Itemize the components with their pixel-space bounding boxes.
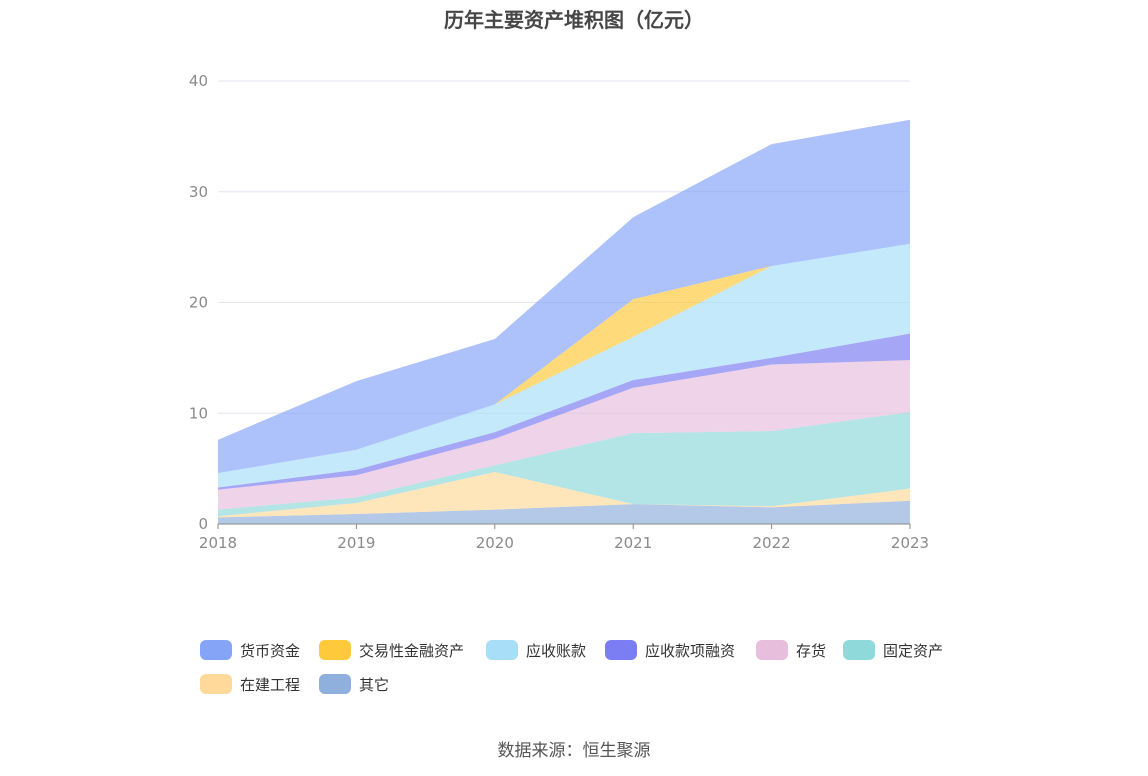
area-固定资产[interactable] bbox=[218, 412, 910, 517]
x-tick-label: 2019 bbox=[337, 534, 375, 552]
legend-item-2[interactable]: 应收账款 bbox=[486, 638, 586, 662]
legend-label: 交易性金融资产 bbox=[359, 641, 465, 660]
y-tick-label: 20 bbox=[189, 294, 208, 312]
area-货币资金[interactable] bbox=[218, 119, 910, 474]
legend-swatch bbox=[200, 674, 232, 694]
legend-item-7[interactable]: 其它 bbox=[319, 672, 389, 696]
area-应收账款[interactable] bbox=[218, 243, 910, 488]
x-tick-label: 2023 bbox=[891, 534, 929, 552]
stacked-area-chart: 0 10 20 30 40 2018 2019 2020 2021 2022 2023 bbox=[189, 72, 929, 552]
legend-swatch bbox=[605, 640, 637, 660]
y-tick-label: 40 bbox=[189, 72, 208, 90]
y-tick-labels: 0 10 20 30 40 bbox=[189, 72, 208, 533]
area-其它[interactable] bbox=[218, 500, 910, 524]
chart-title: 历年主要资产堆积图（亿元） bbox=[444, 8, 704, 32]
legend-label: 存货 bbox=[796, 641, 827, 660]
legend-swatch bbox=[319, 674, 351, 694]
axes bbox=[217, 523, 911, 529]
legend-label: 应收款项融资 bbox=[645, 641, 736, 660]
x-tick-label: 2020 bbox=[476, 534, 514, 552]
legend-item-4[interactable]: 存货 bbox=[756, 638, 826, 662]
y-tick-label: 30 bbox=[189, 183, 208, 201]
x-tick-label: 2021 bbox=[614, 534, 652, 552]
legend-label: 货币资金 bbox=[240, 641, 301, 660]
legend-item-1[interactable]: 交易性金融资产 bbox=[319, 638, 464, 662]
x-tick-label: 2018 bbox=[199, 534, 237, 552]
area-存货[interactable] bbox=[218, 360, 910, 510]
x-tick-labels: 2018 2019 2020 2021 2022 2023 bbox=[199, 534, 929, 552]
legend-label: 在建工程 bbox=[240, 675, 301, 694]
legend-item-6[interactable]: 在建工程 bbox=[200, 672, 300, 696]
legend-item-3[interactable]: 应收款项融资 bbox=[605, 638, 735, 662]
area-应收款项融资[interactable] bbox=[218, 333, 910, 490]
area-交易性金融资产[interactable] bbox=[218, 243, 910, 474]
legend-swatch bbox=[200, 640, 232, 660]
legend-swatch bbox=[486, 640, 518, 660]
legend-label: 固定资产 bbox=[883, 641, 944, 660]
legend-label: 其它 bbox=[359, 675, 390, 694]
x-tick-label: 2022 bbox=[753, 534, 791, 552]
y-tick-label: 10 bbox=[189, 404, 208, 422]
area-在建工程[interactable] bbox=[218, 471, 910, 518]
legend-item-0[interactable]: 货币资金 bbox=[200, 638, 300, 662]
legend-label: 应收账款 bbox=[526, 641, 587, 660]
legend-swatch bbox=[756, 640, 788, 660]
area-series bbox=[218, 119, 910, 524]
y-tick-label: 0 bbox=[198, 515, 208, 533]
legend-swatch bbox=[843, 640, 875, 660]
legend-swatch bbox=[319, 640, 351, 660]
legend-item-5[interactable]: 固定资产 bbox=[843, 638, 943, 662]
data-source: 数据来源：恒生聚源 bbox=[497, 741, 651, 761]
